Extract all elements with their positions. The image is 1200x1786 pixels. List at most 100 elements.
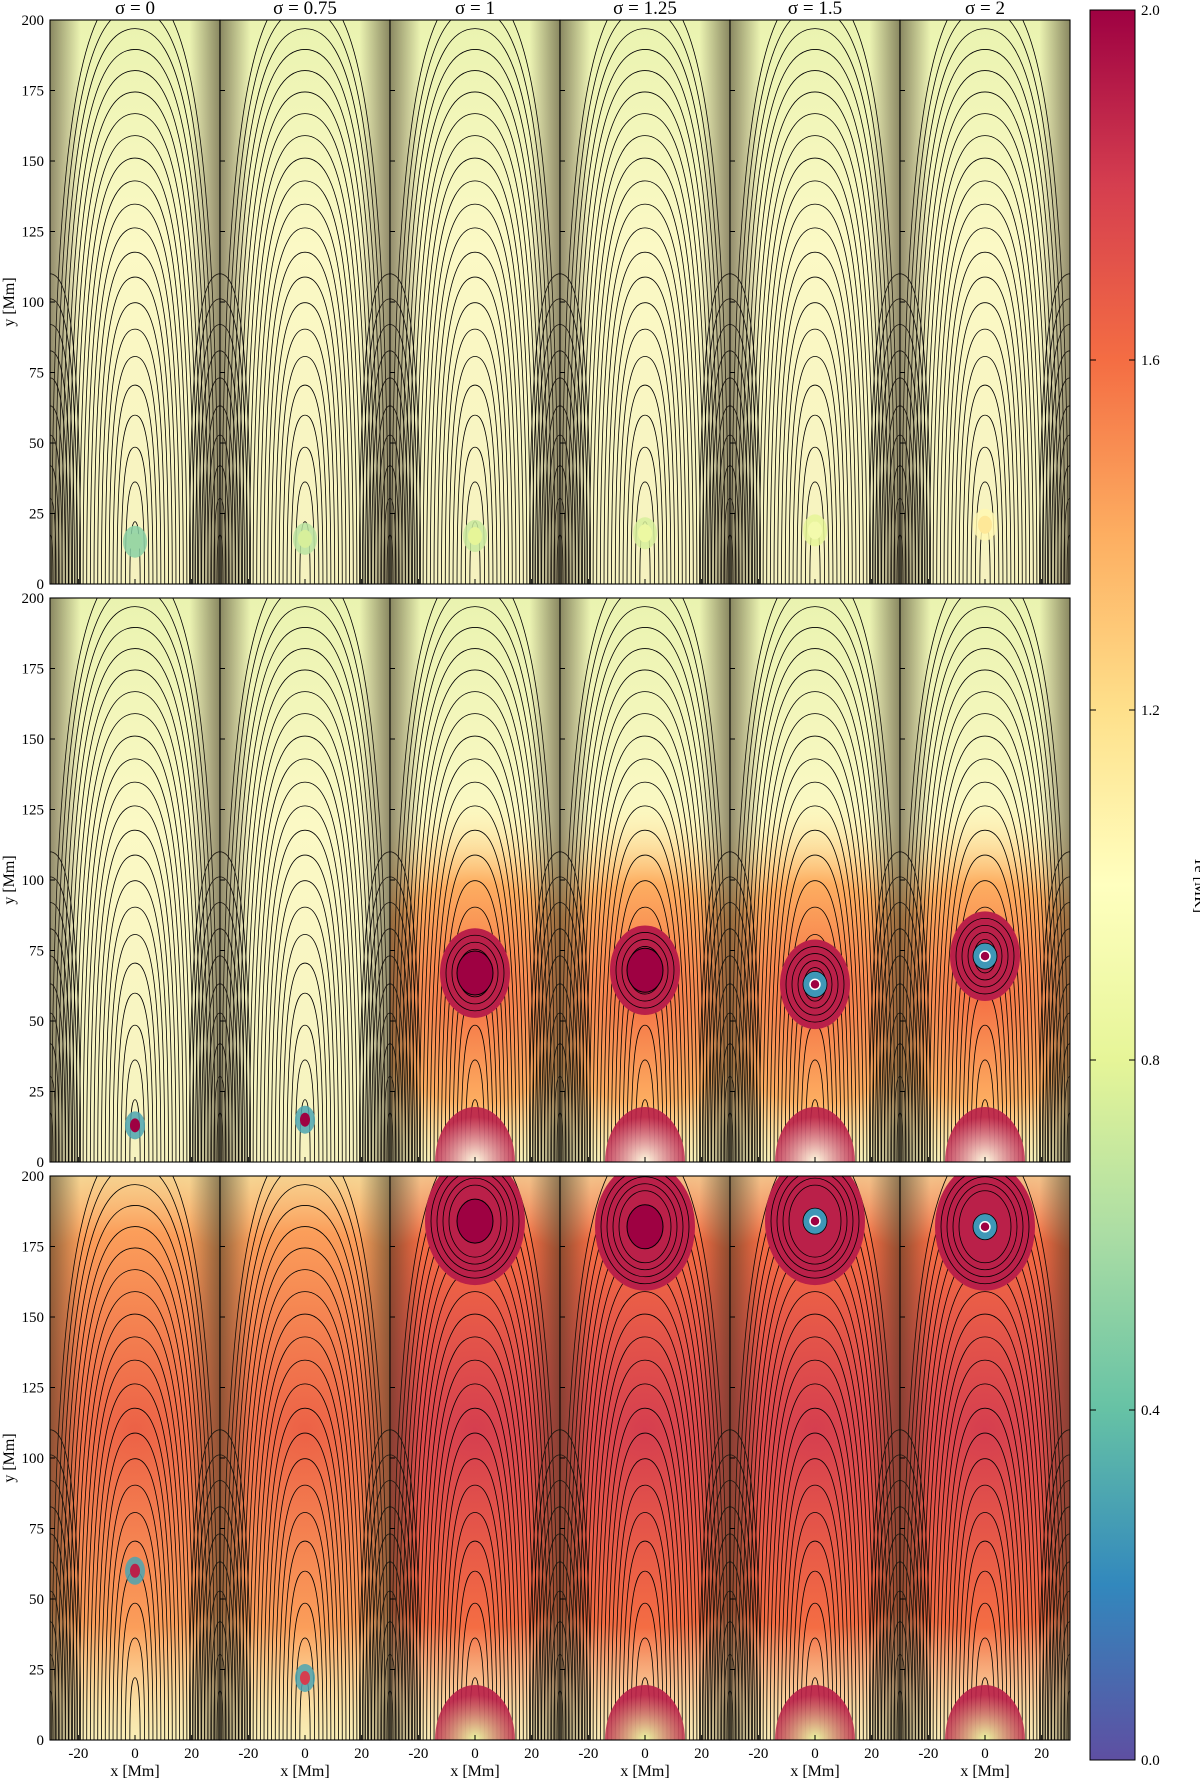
panel-r3-c6 bbox=[899, 1175, 1071, 1741]
y-tick-label: 100 bbox=[22, 873, 45, 889]
colorbar-tick-label: 1.6 bbox=[1141, 353, 1160, 369]
y-tick-label: 175 bbox=[22, 662, 45, 678]
x-tick-label: 0 bbox=[641, 1746, 649, 1762]
plasmoid-contour bbox=[621, 939, 669, 1002]
core bbox=[468, 527, 482, 546]
y-tick-label: 75 bbox=[29, 944, 44, 960]
y-tick-label: 100 bbox=[22, 295, 45, 311]
x-tick-label: -20 bbox=[918, 1746, 938, 1762]
panel-r1-c6 bbox=[899, 19, 1071, 585]
footpoint-glow bbox=[605, 1107, 685, 1162]
dense-field-shading bbox=[560, 20, 730, 584]
x-axis-label: x [Mm] bbox=[450, 1763, 499, 1780]
x-axis-label: x [Mm] bbox=[280, 1763, 329, 1780]
panel-r3-c3 bbox=[389, 1175, 561, 1741]
x-axis-label: x [Mm] bbox=[960, 1763, 1009, 1780]
x-tick-label: 20 bbox=[354, 1746, 369, 1762]
plasmoid-contour bbox=[955, 917, 1015, 995]
core bbox=[638, 524, 652, 543]
x-axis-label: x [Mm] bbox=[620, 1763, 669, 1780]
plasmoid-core bbox=[979, 950, 991, 962]
colorbar-tick-label: 0.8 bbox=[1141, 1053, 1160, 1069]
y-tick-label: 150 bbox=[22, 154, 45, 170]
panel-r3-c1 bbox=[49, 1175, 221, 1741]
y-axis-label: y [Mm] bbox=[1, 277, 18, 326]
y-tick-label: 150 bbox=[22, 1310, 45, 1326]
plasmoid-contour bbox=[436, 1176, 514, 1272]
panel-r2-c3 bbox=[389, 597, 561, 1163]
y-tick-label: 0 bbox=[37, 1155, 45, 1171]
plasmoid-contour bbox=[946, 1176, 1024, 1278]
colorbar-tick-label: 2.0 bbox=[1141, 3, 1160, 19]
plasmoid-core bbox=[809, 978, 821, 991]
x-tick-label: -20 bbox=[578, 1746, 598, 1762]
panel-r3-c4 bbox=[559, 1175, 731, 1741]
y-tick-label: 100 bbox=[22, 1451, 45, 1467]
x-tick-label: -20 bbox=[748, 1746, 768, 1762]
core bbox=[300, 1112, 310, 1127]
colorbar-label: Te [MK] bbox=[1191, 857, 1200, 913]
plasmoid-contour bbox=[967, 931, 1003, 981]
y-tick-label: 25 bbox=[29, 1085, 44, 1101]
x-tick-label: -20 bbox=[408, 1746, 428, 1762]
colorbar-tick-label: 0.4 bbox=[1141, 1403, 1160, 1419]
panel-r1-c2 bbox=[219, 19, 391, 585]
footpoint-glow bbox=[435, 1107, 515, 1162]
dense-field-shading bbox=[50, 20, 220, 584]
x-tick-label: 0 bbox=[131, 1746, 139, 1762]
plasmoid-contour bbox=[600, 1176, 690, 1285]
y-tick-label: 200 bbox=[22, 1169, 45, 1185]
plasmoid-contour bbox=[618, 1190, 672, 1264]
x-tick-label: -20 bbox=[238, 1746, 258, 1762]
y-tick-label: 175 bbox=[22, 1240, 45, 1256]
plasmoid-contour bbox=[952, 1183, 1018, 1271]
y-tick-label: 125 bbox=[22, 225, 45, 241]
y-axis-label: y [Mm] bbox=[1, 855, 18, 904]
y-tick-label: 200 bbox=[22, 13, 45, 29]
dense-field-shading bbox=[50, 1176, 220, 1740]
y-axis-label: y [Mm] bbox=[1, 1433, 18, 1482]
column-title-sigma: σ = 2 bbox=[965, 0, 1005, 19]
plasmoid-contour bbox=[770, 1176, 860, 1279]
x-axis-label: x [Mm] bbox=[790, 1763, 839, 1780]
y-tick-label: 125 bbox=[22, 1381, 45, 1397]
plasmoid-contour bbox=[782, 1177, 848, 1265]
y-tick-label: 0 bbox=[37, 577, 45, 593]
colorbar-tick-label: 0.0 bbox=[1141, 1753, 1160, 1769]
plasmoid-core bbox=[979, 1221, 991, 1233]
footpoint-glow bbox=[435, 1685, 515, 1740]
core bbox=[128, 532, 142, 551]
plasmoid-contour bbox=[961, 924, 1009, 988]
x-tick-label: -20 bbox=[68, 1746, 88, 1762]
column-title-sigma: σ = 1 bbox=[455, 0, 495, 19]
panel-r3-c5 bbox=[729, 1175, 901, 1741]
x-tick-label: 20 bbox=[694, 1746, 709, 1762]
y-tick-label: 175 bbox=[22, 84, 45, 100]
footpoint-glow bbox=[775, 1685, 855, 1740]
panel-r2-c1 bbox=[49, 597, 221, 1163]
core bbox=[808, 521, 822, 540]
plasmoid-contour bbox=[451, 941, 499, 1005]
y-tick-label: 50 bbox=[29, 436, 44, 452]
x-tick-label: 20 bbox=[524, 1746, 539, 1762]
core bbox=[298, 529, 312, 548]
dense-field-shading bbox=[220, 598, 390, 1162]
footpoint-glow bbox=[605, 1685, 685, 1740]
plasmoid-contour bbox=[785, 946, 845, 1023]
footpoint-glow bbox=[775, 1107, 855, 1162]
plasmoid-core bbox=[456, 1198, 494, 1244]
panel-r1-c4 bbox=[559, 19, 731, 585]
plasmoid-contour bbox=[776, 1176, 854, 1272]
y-tick-label: 25 bbox=[29, 1663, 44, 1679]
panel-r1-c1 bbox=[49, 19, 221, 585]
panel-r2-c2 bbox=[219, 597, 391, 1163]
y-tick-label: 50 bbox=[29, 1014, 44, 1030]
column-title-sigma: σ = 1.5 bbox=[788, 0, 842, 19]
column-title-sigma: σ = 0 bbox=[115, 0, 155, 19]
footpoint-glow bbox=[945, 1107, 1025, 1162]
plasmoid-contour bbox=[940, 1176, 1030, 1285]
dense-field-shading bbox=[220, 1176, 390, 1740]
core bbox=[130, 1563, 140, 1578]
colorbar-tick-label: 1.2 bbox=[1141, 703, 1160, 719]
plasmoid-contour bbox=[958, 1190, 1012, 1264]
